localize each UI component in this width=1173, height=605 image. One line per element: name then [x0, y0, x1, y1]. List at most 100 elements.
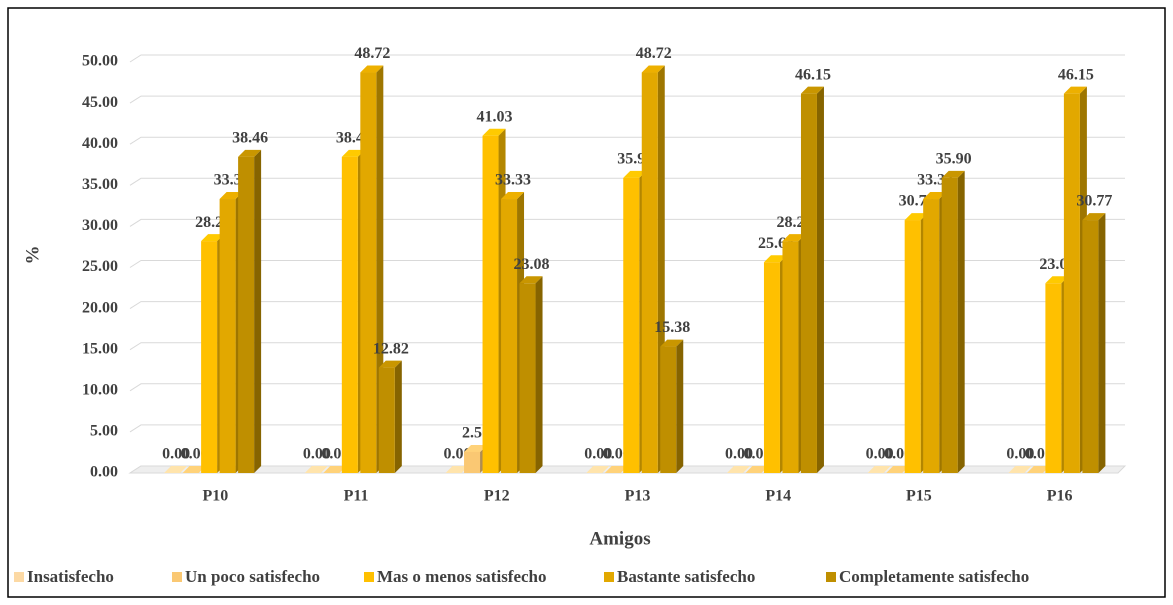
bar-face	[238, 149, 262, 157]
y-tick-label: 40.00	[82, 135, 118, 152]
bar	[1026, 466, 1050, 473]
bar-face	[904, 220, 921, 473]
x-tick-label: P14	[765, 488, 791, 505]
bar-face	[394, 360, 402, 473]
data-label: 38.46	[232, 130, 268, 147]
bar-face	[519, 283, 536, 473]
x-tick-label: P15	[906, 488, 932, 505]
bar-face	[941, 170, 965, 178]
bar-face	[1045, 283, 1062, 473]
bar-face	[238, 156, 255, 473]
bar	[1008, 466, 1032, 473]
bar	[323, 466, 347, 473]
bar-face	[904, 213, 928, 221]
bar	[604, 466, 628, 473]
bar-face	[219, 199, 236, 473]
bar-face	[360, 72, 377, 473]
bar-face	[323, 466, 347, 473]
bar	[445, 466, 469, 473]
y-tick-label: 35.00	[82, 176, 118, 193]
bar-face	[445, 466, 469, 473]
bar-face	[923, 199, 940, 473]
y-tick-label: 45.00	[82, 94, 118, 111]
bar-face	[800, 86, 824, 94]
x-tick-label: P10	[202, 488, 228, 505]
bar-face	[941, 177, 958, 474]
data-label: 48.72	[636, 45, 672, 62]
legend-label: Mas o menos satisfecho	[377, 567, 547, 586]
bar-face	[360, 65, 384, 73]
data-label: 30.77	[1076, 193, 1112, 210]
grid-line	[129, 136, 1125, 145]
bar-face	[1082, 220, 1099, 473]
bar-face	[623, 170, 647, 178]
bar-face	[745, 466, 769, 473]
legend-label: Insatisfecho	[27, 567, 114, 586]
bar-face	[800, 93, 817, 473]
bar-face	[604, 466, 628, 473]
bar-face	[501, 192, 525, 200]
bar-face	[164, 466, 188, 473]
bar-face	[726, 466, 750, 473]
bar	[886, 466, 910, 473]
bar-face	[886, 466, 910, 473]
bar	[586, 466, 610, 473]
data-label: 0.00	[303, 446, 331, 463]
data-label: 35.90	[936, 151, 972, 168]
bar-face	[535, 276, 543, 473]
x-tick-label: P16	[1047, 488, 1073, 505]
bar-face	[341, 156, 358, 473]
y-tick-label: 50.00	[82, 53, 118, 70]
bar-face	[660, 339, 684, 347]
legend-swatch	[826, 572, 836, 582]
data-label: 48.72	[354, 45, 390, 62]
bar-face	[1082, 213, 1106, 221]
y-tick-label: 15.00	[82, 340, 118, 357]
legend-label: Completamente satisfecho	[839, 567, 1029, 586]
y-axis-label: %	[22, 246, 43, 265]
bar-face	[519, 276, 543, 284]
grid-line	[129, 177, 1125, 186]
y-tick-label: 10.00	[82, 381, 118, 398]
bar-face	[341, 149, 365, 157]
data-label: 12.82	[373, 340, 409, 357]
bar-face	[378, 360, 402, 368]
bar-face	[464, 444, 488, 452]
bar-face	[201, 241, 218, 473]
bar-face	[464, 451, 481, 473]
data-label: 46.15	[795, 66, 831, 83]
data-label: 0.00	[584, 446, 612, 463]
bar	[941, 170, 965, 474]
legend-swatch	[604, 572, 614, 582]
bar	[1082, 213, 1106, 473]
legend-label: Un poco satisfecho	[185, 567, 320, 586]
x-tick-label: P12	[484, 488, 510, 505]
grid-line	[129, 218, 1125, 227]
data-label: 41.03	[477, 108, 513, 125]
bar-face	[378, 367, 395, 473]
bar	[238, 149, 262, 473]
bar-face	[782, 234, 806, 242]
bar	[182, 466, 206, 473]
bar	[867, 466, 891, 473]
bar-face	[1045, 276, 1069, 284]
bar	[660, 339, 684, 473]
bar-face	[660, 346, 677, 473]
bar-face	[1063, 86, 1087, 94]
bar	[800, 86, 824, 473]
legend-swatch	[172, 572, 182, 582]
y-tick-label: 30.00	[82, 217, 118, 234]
bar	[519, 276, 543, 473]
bar-face	[1063, 93, 1080, 473]
data-label: 46.15	[1058, 66, 1094, 83]
bar-face	[201, 234, 225, 242]
data-label: 0.00	[866, 446, 894, 463]
bar	[378, 360, 402, 473]
data-label: 0.00	[162, 446, 190, 463]
legend-swatch	[364, 572, 374, 582]
data-label: 33.33	[495, 172, 531, 189]
bar-face	[482, 128, 506, 136]
bar-face	[501, 199, 518, 473]
grid-line	[129, 54, 1125, 63]
